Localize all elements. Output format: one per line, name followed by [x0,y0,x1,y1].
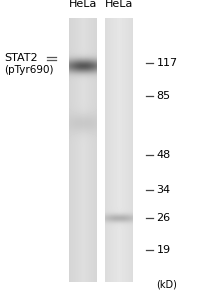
Text: 48: 48 [156,150,171,160]
Text: 19: 19 [156,245,170,255]
Text: HeLa: HeLa [69,0,97,9]
Text: HeLa: HeLa [105,0,133,9]
Text: (kD): (kD) [156,280,177,290]
Text: STAT2: STAT2 [4,53,38,63]
Text: 85: 85 [156,91,170,100]
Text: 117: 117 [156,58,178,68]
Text: 26: 26 [156,213,170,223]
Text: 34: 34 [156,185,170,195]
Text: (pTyr690): (pTyr690) [4,65,53,75]
